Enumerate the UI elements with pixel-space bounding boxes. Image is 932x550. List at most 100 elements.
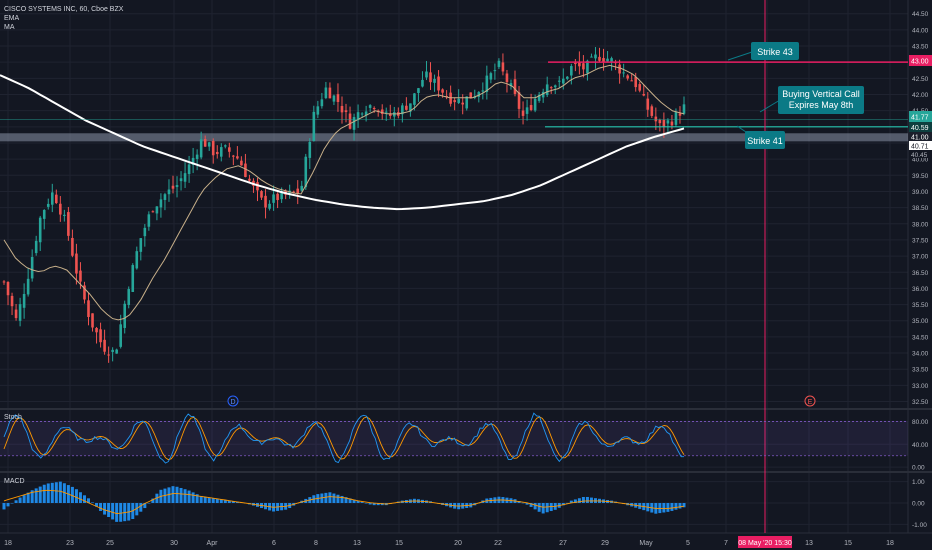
- macd-pane: [2, 481, 686, 522]
- candle: [658, 118, 662, 132]
- candle: [203, 135, 207, 147]
- macd-histogram-bar: [78, 492, 82, 503]
- candle-body: [372, 107, 376, 110]
- candle: [308, 138, 312, 169]
- macd-histogram-bar: [340, 495, 344, 503]
- candle: [264, 189, 267, 219]
- candle: [525, 99, 529, 121]
- macd-histogram-bar: [344, 497, 348, 503]
- candle: [26, 268, 30, 297]
- stoch-axis[interactable]: 80.00 40.00 0.00: [912, 419, 929, 472]
- macd-signal-line: [3, 489, 685, 514]
- candle: [630, 73, 633, 82]
- price-tag-level-2-text: 41.00: [911, 135, 929, 142]
- candle-body: [111, 349, 114, 352]
- macd-histogram-bar: [54, 482, 58, 503]
- dividend-event-marker[interactable]: D: [227, 395, 239, 407]
- macd-histogram-bar: [199, 496, 203, 503]
- price-tag-43-text: 43.00: [911, 59, 929, 66]
- candle: [368, 104, 372, 112]
- macd-histogram-bar: [18, 497, 22, 503]
- macd-histogram-bar: [525, 503, 529, 505]
- candle: [328, 82, 332, 99]
- candle: [87, 292, 90, 326]
- candle: [236, 146, 239, 160]
- candle-body: [268, 203, 271, 209]
- time-axis[interactable]: 18232530Apr68131520222729May5711131518: [4, 540, 894, 547]
- strike-41-callout[interactable]: Strike 41: [736, 125, 785, 149]
- candle-body: [598, 56, 601, 61]
- candle-body: [401, 105, 404, 115]
- candle: [513, 70, 517, 97]
- macd-histogram-bar: [666, 503, 670, 512]
- macd-histogram-bar: [119, 503, 123, 522]
- stoch-title[interactable]: Stoch: [4, 414, 22, 421]
- symbol-title[interactable]: CISCO SYSTEMS INC, 60, Cboe BZX: [4, 6, 124, 13]
- price-tick-label: 39.00: [912, 189, 929, 196]
- candle: [300, 180, 304, 192]
- candle: [457, 89, 460, 105]
- candle: [135, 246, 139, 270]
- macd-histogram-bar: [545, 503, 549, 513]
- candle: [42, 209, 46, 230]
- candle-body: [99, 329, 102, 343]
- candle-body: [425, 71, 428, 78]
- candle-body: [26, 278, 30, 295]
- candle: [119, 314, 122, 349]
- candle-body: [236, 156, 239, 159]
- macd-histogram-bar: [30, 490, 34, 503]
- candle-body: [513, 79, 517, 94]
- macd-histogram-bar: [674, 503, 678, 510]
- candle: [682, 96, 686, 116]
- macd-tick-label: 1.00: [912, 479, 925, 486]
- candle-body: [248, 178, 251, 181]
- macd-histogram-bar: [46, 483, 50, 503]
- candle: [187, 155, 191, 183]
- candle-body: [642, 94, 646, 96]
- candle-body: [312, 111, 316, 142]
- candle: [529, 93, 533, 112]
- candle: [219, 143, 223, 162]
- price-tag-level-1: 40.59: [909, 122, 932, 132]
- candle-body: [485, 75, 489, 92]
- price-tick-label: 33.00: [912, 383, 929, 390]
- candle: [215, 145, 219, 159]
- macd-histogram-bar: [82, 495, 86, 503]
- ema-legend[interactable]: EMA: [4, 15, 20, 22]
- candle: [336, 83, 340, 112]
- candle-body: [107, 354, 110, 356]
- price-tick-label: 36.00: [912, 286, 929, 293]
- candle-body: [135, 251, 139, 269]
- candle: [509, 79, 513, 90]
- candle: [59, 196, 62, 222]
- candle: [521, 101, 525, 125]
- strike-43-callout[interactable]: Strike 43: [727, 42, 799, 61]
- macd-title[interactable]: MACD: [4, 478, 25, 485]
- macd-axis[interactable]: 1.00 0.00 -1.00: [912, 479, 927, 529]
- time-tick-label: 18: [4, 540, 12, 547]
- support-band-rect: [0, 133, 908, 142]
- macd-histogram-bar: [332, 493, 336, 503]
- candle-body: [232, 155, 235, 157]
- time-tick-label: 20: [454, 540, 462, 547]
- candle-body: [352, 117, 356, 130]
- macd-histogram-bar: [2, 503, 6, 510]
- macd-histogram-bar: [223, 500, 227, 503]
- candle-body: [561, 78, 565, 84]
- candle-body: [272, 194, 275, 203]
- price-tick-label: 43.50: [912, 44, 929, 51]
- price-tick-label: 38.00: [912, 221, 929, 228]
- candle-body: [368, 105, 372, 108]
- candle-body: [433, 78, 436, 83]
- candle: [481, 82, 485, 100]
- price-tick-label: 39.50: [912, 173, 929, 180]
- trade-callout[interactable]: Buying Vertical Call Expires May 8th: [759, 86, 864, 114]
- candle-body: [179, 178, 183, 182]
- candle-body: [638, 84, 642, 91]
- ma-legend[interactable]: MA: [4, 24, 15, 31]
- candle-body: [682, 104, 686, 114]
- candle-body: [364, 111, 368, 116]
- candle-body: [328, 87, 332, 99]
- earnings-event-marker[interactable]: E: [804, 395, 816, 407]
- candle: [634, 72, 638, 92]
